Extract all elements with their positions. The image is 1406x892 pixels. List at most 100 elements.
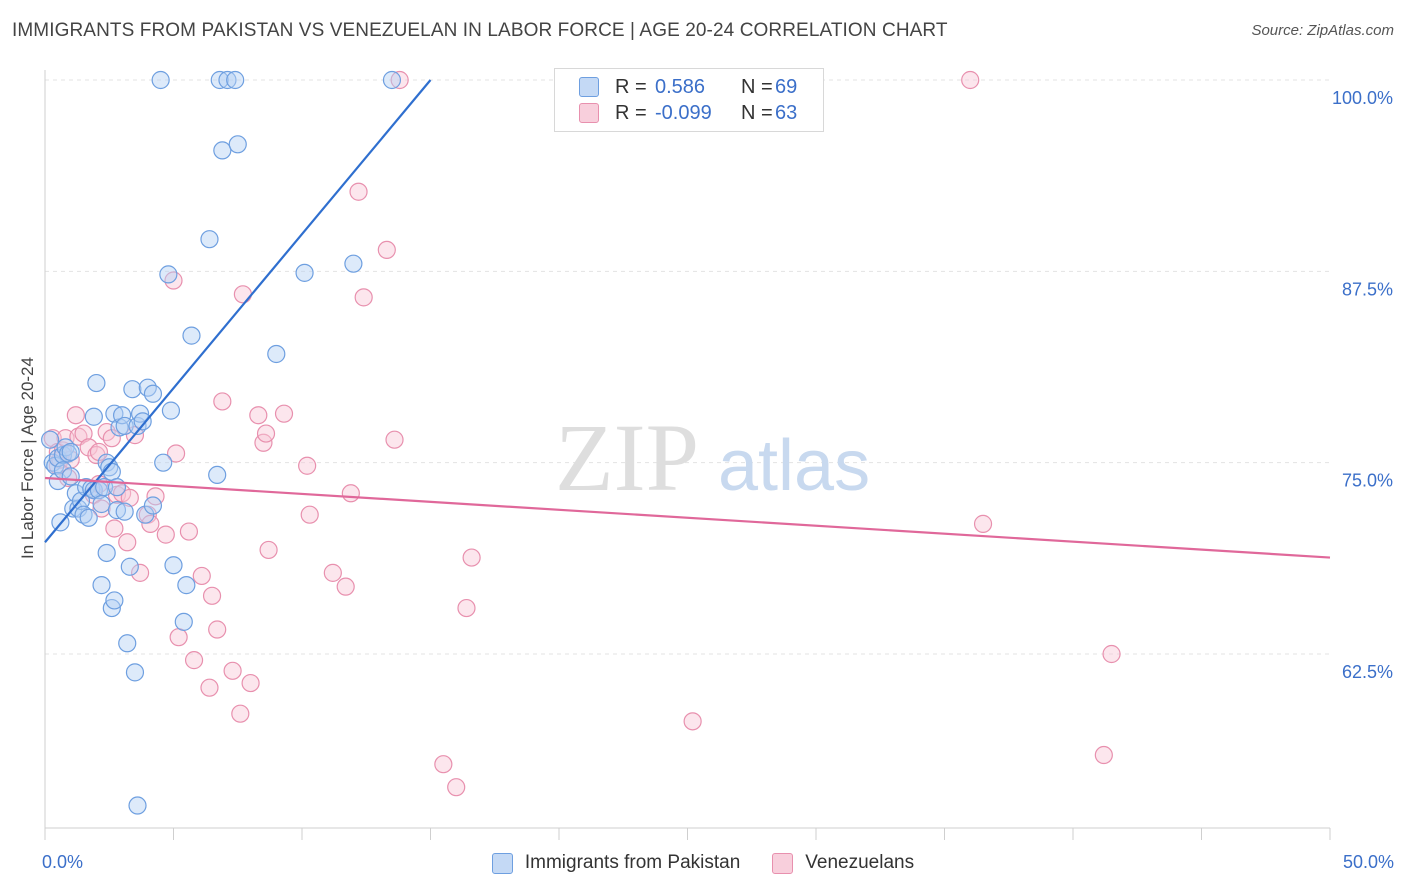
point-venezuelans	[1102, 644, 1121, 664]
axes	[44, 70, 1331, 840]
point-pakistan	[92, 494, 111, 514]
point-pakistan	[84, 407, 103, 426]
y-tick-label: 62.5%	[1342, 662, 1393, 682]
point-pakistan	[120, 557, 139, 576]
point-venezuelans	[208, 620, 227, 639]
point-pakistan	[61, 467, 80, 486]
point-pakistan	[295, 263, 314, 282]
point-pakistan	[105, 591, 124, 610]
legend-n-value: 63	[775, 101, 798, 124]
chart-title: IMMIGRANTS FROM PAKISTAN VS VENEZUELAN I…	[12, 20, 948, 41]
point-venezuelans	[961, 70, 980, 90]
point-pakistan	[118, 634, 137, 653]
point-pakistan	[210, 70, 229, 90]
point-pakistan	[136, 505, 155, 524]
point-venezuelans	[120, 488, 139, 507]
point-pakistan	[267, 344, 286, 364]
point-pakistan	[213, 141, 232, 160]
legend-n-value: 69	[775, 75, 798, 98]
point-venezuelans	[231, 704, 250, 723]
point-venezuelans	[341, 484, 360, 503]
point-pakistan	[174, 612, 193, 631]
point-pakistan	[208, 465, 227, 485]
watermark: ZIP atlas	[555, 404, 870, 511]
point-pakistan	[102, 462, 121, 481]
point-pakistan	[105, 404, 124, 423]
point-venezuelans	[256, 424, 276, 443]
point-venezuelans	[298, 456, 317, 475]
point-venezuelans	[202, 586, 222, 605]
point-pakistan	[92, 576, 111, 595]
point-pakistan	[143, 496, 163, 515]
legend-swatch-pink	[579, 103, 599, 123]
point-venezuelans	[274, 404, 294, 423]
point-venezuelans	[447, 778, 466, 797]
y-tick-labels: 100.0% 87.5% 75.0% 62.5%	[1332, 88, 1393, 682]
legend-row-venezuelans: R = -0.099 N = 63	[579, 101, 797, 125]
legend-item-venezuelans[interactable]: Venezuelans	[772, 852, 914, 874]
point-pakistan	[164, 556, 183, 575]
legend-r-value: -0.099	[655, 101, 712, 124]
point-venezuelans	[300, 505, 319, 524]
point-venezuelans	[377, 240, 396, 260]
legend-n-label: N =	[741, 101, 773, 124]
point-venezuelans	[105, 519, 124, 538]
legend-swatch-blue	[491, 852, 513, 874]
point-venezuelans	[259, 540, 278, 560]
point-venezuelans	[233, 285, 252, 304]
point-venezuelans	[130, 563, 150, 582]
point-venezuelans	[141, 514, 160, 533]
point-pakistan	[382, 70, 402, 90]
point-venezuelans	[462, 548, 481, 567]
legend-label-pakistan: Immigrants from Pakistan	[524, 852, 741, 873]
trend-line-pakistan	[44, 79, 432, 543]
x-axis-min-label: 0.0%	[42, 852, 84, 872]
point-venezuelans	[683, 712, 702, 731]
watermark-atlas: atlas	[718, 426, 870, 506]
point-venezuelans	[390, 70, 409, 90]
point-pakistan	[344, 254, 363, 273]
point-pakistan	[182, 326, 201, 345]
point-pakistan	[74, 505, 93, 524]
point-venezuelans	[213, 392, 232, 411]
point-venezuelans	[200, 678, 219, 697]
point-venezuelans	[92, 499, 111, 518]
point-venezuelans	[223, 661, 242, 680]
point-pakistan	[97, 543, 116, 563]
trend-lines	[44, 79, 1331, 559]
point-venezuelans	[323, 563, 342, 582]
point-pakistan	[151, 70, 170, 90]
point-venezuelans	[169, 628, 188, 647]
y-tick-label: 87.5%	[1342, 279, 1393, 299]
x-axis-max-label: 50.0%	[1342, 852, 1394, 872]
point-venezuelans	[179, 522, 199, 541]
legend-row-pakistan: R = 0.586 N = 69	[579, 75, 797, 99]
legend-r-label: R =	[615, 75, 647, 98]
point-venezuelans	[241, 673, 260, 693]
legend-swatch-pink	[772, 852, 794, 874]
watermark-zip: ZIP	[555, 404, 699, 511]
point-pakistan	[154, 453, 173, 472]
point-pakistan	[79, 508, 98, 527]
correlation-legend: R = 0.586 N = 69 R = -0.099 N = 63	[554, 68, 824, 132]
point-pakistan	[87, 373, 106, 393]
legend-item-pakistan[interactable]: Immigrants from Pakistan	[491, 852, 741, 874]
point-venezuelans	[192, 566, 211, 586]
point-pakistan	[159, 265, 178, 284]
legend-r-value: 0.586	[655, 75, 706, 98]
point-pakistan	[125, 663, 145, 682]
point-venezuelans	[354, 288, 373, 307]
point-venezuelans	[349, 182, 368, 201]
point-venezuelans	[66, 406, 85, 425]
point-venezuelans	[457, 598, 476, 618]
point-venezuelans	[434, 755, 453, 774]
y-tick-label: 75.0%	[1342, 471, 1393, 491]
point-pakistan	[161, 401, 181, 420]
y-tick-label: 100.0%	[1332, 88, 1393, 108]
point-pakistan	[200, 230, 219, 249]
point-venezuelans	[1094, 745, 1113, 765]
legend-swatch-blue	[579, 77, 599, 97]
point-pakistan	[107, 501, 127, 520]
point-venezuelans	[118, 533, 137, 552]
